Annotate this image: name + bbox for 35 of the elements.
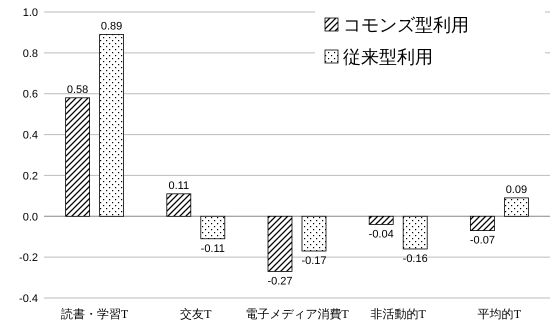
x-tick-label: 交友T [180,307,212,321]
y-tick-label: 1.0 [22,7,38,19]
bar [200,216,226,240]
x-tick-label: 非活動的T [370,307,427,321]
data-label: -0.04 [368,228,394,240]
data-label: 0.89 [100,20,122,32]
data-label: -0.11 [200,242,225,255]
x-tick-label: 電子メディア消費T [245,307,350,321]
y-tick-label: -0.4 [19,293,38,305]
bar [402,216,428,250]
y-tick-label: -0.2 [19,252,38,264]
y-tick-label: 0.8 [22,48,38,60]
bar [65,97,90,217]
legend-label: 従来型利用 [343,47,433,67]
data-label: -0.07 [470,234,495,247]
data-label: 0.09 [506,184,528,196]
bar [504,198,529,217]
y-tick-label: 0.2 [22,170,38,182]
bar [470,216,495,231]
y-tick-label: 0.6 [22,88,38,101]
bar [302,216,326,252]
data-label: -0.16 [402,252,428,265]
x-tick-label: 読書・学習T [60,307,129,321]
x-tick-label: 平均的T [478,307,522,321]
y-tick-label: 0.4 [22,130,38,142]
bar [166,193,192,217]
bar [268,216,292,272]
bar [99,34,124,217]
data-label: -0.17 [301,255,327,268]
data-label: 0.11 [168,180,190,192]
data-label: 0.58 [66,84,88,96]
data-label: -0.27 [267,275,293,288]
bar [368,216,394,225]
legend-label: コモンズ型利用 [343,15,469,35]
y-tick-label: 0.0 [22,211,38,224]
